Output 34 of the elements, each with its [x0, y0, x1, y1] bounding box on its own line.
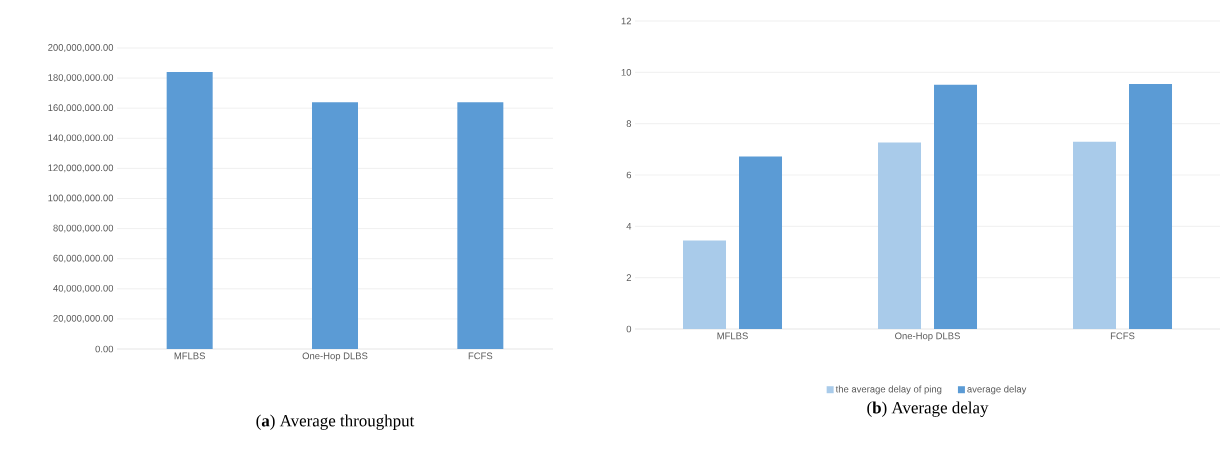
y-tick-label: 2 — [626, 274, 632, 281]
bar — [683, 240, 727, 329]
y-tick-label: 100,000,000.00 — [48, 194, 114, 203]
text: (b) Average delay — [867, 401, 989, 417]
bar — [934, 84, 978, 329]
y-tick-label: 6 — [626, 171, 632, 179]
x-tick-label: One-Hop DLBS — [895, 332, 960, 342]
text: (a) Average throughput — [256, 414, 415, 430]
y-tick-label: 20,000,000.00 — [53, 314, 114, 323]
y-tick-label: 10 — [621, 68, 632, 76]
y-tick-label: 60,000,000.00 — [53, 254, 114, 263]
y-tick-label: 0 — [626, 325, 632, 333]
x-tick-label: FCFS — [1110, 332, 1135, 340]
bar — [1073, 141, 1117, 329]
legend-label: the average delay of ping — [835, 385, 942, 395]
y-tick-label: 8 — [626, 120, 632, 128]
bar — [1129, 83, 1173, 329]
legend-label: average delay — [967, 385, 1027, 395]
y-tick-label: 140,000,000.00 — [48, 134, 114, 143]
y-tick-label: 180,000,000.00 — [48, 74, 114, 83]
bar — [878, 142, 922, 329]
x-tick-label: MFLBS — [717, 332, 748, 340]
y-tick-label: 0.00 — [95, 345, 114, 353]
bar — [739, 156, 783, 329]
y-tick-label: 4 — [626, 223, 632, 230]
y-tick-label: 120,000,000.00 — [48, 164, 114, 173]
y-tick-label: 40,000,000.00 — [53, 284, 114, 293]
y-tick-label: 12 — [621, 17, 632, 25]
x-tick-label: MFLBS — [174, 352, 206, 360]
y-tick-label: 160,000,000.00 — [48, 104, 114, 113]
y-tick-label: 200,000,000.00 — [48, 44, 114, 52]
y-tick-label: 80,000,000.00 — [53, 224, 114, 233]
x-tick-label: One-Hop DLBS — [302, 352, 368, 362]
x-tick-label: FCFS — [468, 352, 493, 360]
